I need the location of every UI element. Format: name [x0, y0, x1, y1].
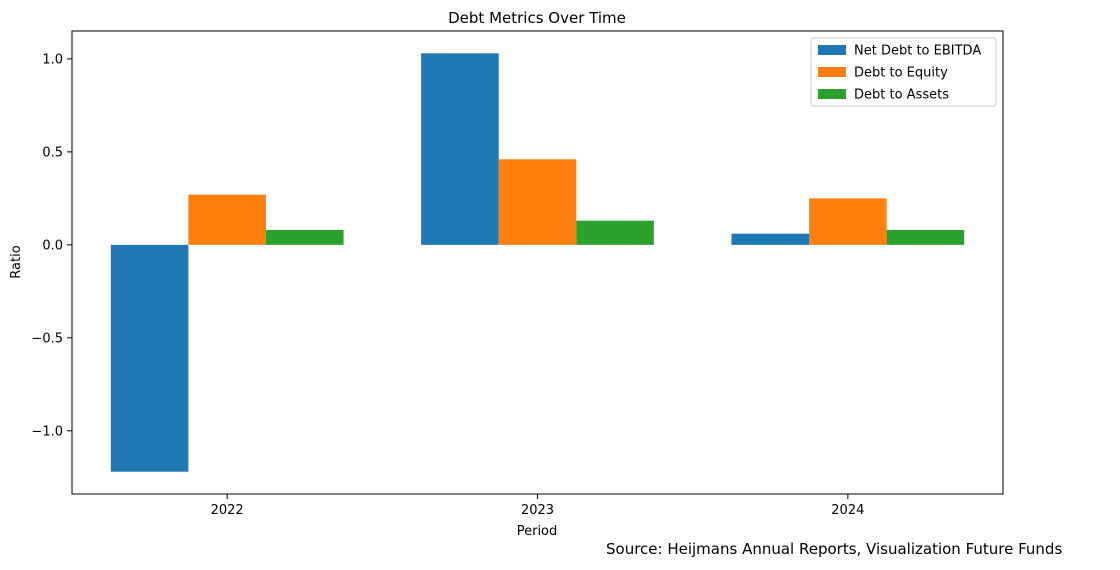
x-tick-label: 2022: [211, 503, 244, 518]
x-axis-title: Period: [517, 524, 558, 539]
bar-debt-to-assets-2022: [265, 229, 344, 245]
bar-debt-to-assets-2024: [886, 229, 965, 245]
plot-frame: [71, 30, 1004, 495]
bar-debt-to-equity-2022: [188, 194, 266, 245]
bar-net-debt-to-ebitda-2024: [731, 233, 810, 245]
bars-group: [110, 53, 965, 472]
y-axis: −1.0 −0.5 0.0 0.5 1.0: [31, 52, 72, 439]
legend-label: Net Debt to EBITDA: [854, 44, 981, 59]
bar-net-debt-to-ebitda-2023: [421, 53, 499, 245]
y-tick-label: −0.5: [31, 331, 63, 346]
y-tick-label: 0.0: [42, 238, 63, 253]
y-tick-label: 0.5: [42, 145, 63, 160]
bar-net-debt-to-ebitda-2022: [110, 244, 189, 472]
legend-label: Debt to Assets: [854, 88, 949, 103]
x-tick-label: 2023: [521, 503, 554, 518]
x-axis: 2022 2023 2024: [211, 494, 864, 518]
legend-label: Debt to Equity: [854, 66, 948, 81]
source-note: Source: Heijmans Annual Reports, Visuali…: [606, 540, 1063, 558]
bar-debt-to-equity-2023: [498, 159, 577, 245]
y-tick-label: −1.0: [31, 424, 63, 439]
legend-swatch: [818, 89, 846, 99]
bar-debt-to-assets-2023: [576, 220, 654, 245]
chart-title: Debt Metrics Over Time: [448, 9, 626, 27]
x-tick-label: 2024: [831, 503, 864, 518]
legend-swatch: [818, 67, 846, 77]
legend: Net Debt to EBITDA Debt to Equity Debt to …: [810, 37, 997, 107]
y-tick-label: 1.0: [42, 52, 63, 67]
legend-frame: [810, 37, 997, 107]
legend-swatch: [818, 45, 846, 55]
bar-debt-to-equity-2024: [809, 198, 887, 245]
y-axis-title: Ratio: [9, 245, 24, 278]
